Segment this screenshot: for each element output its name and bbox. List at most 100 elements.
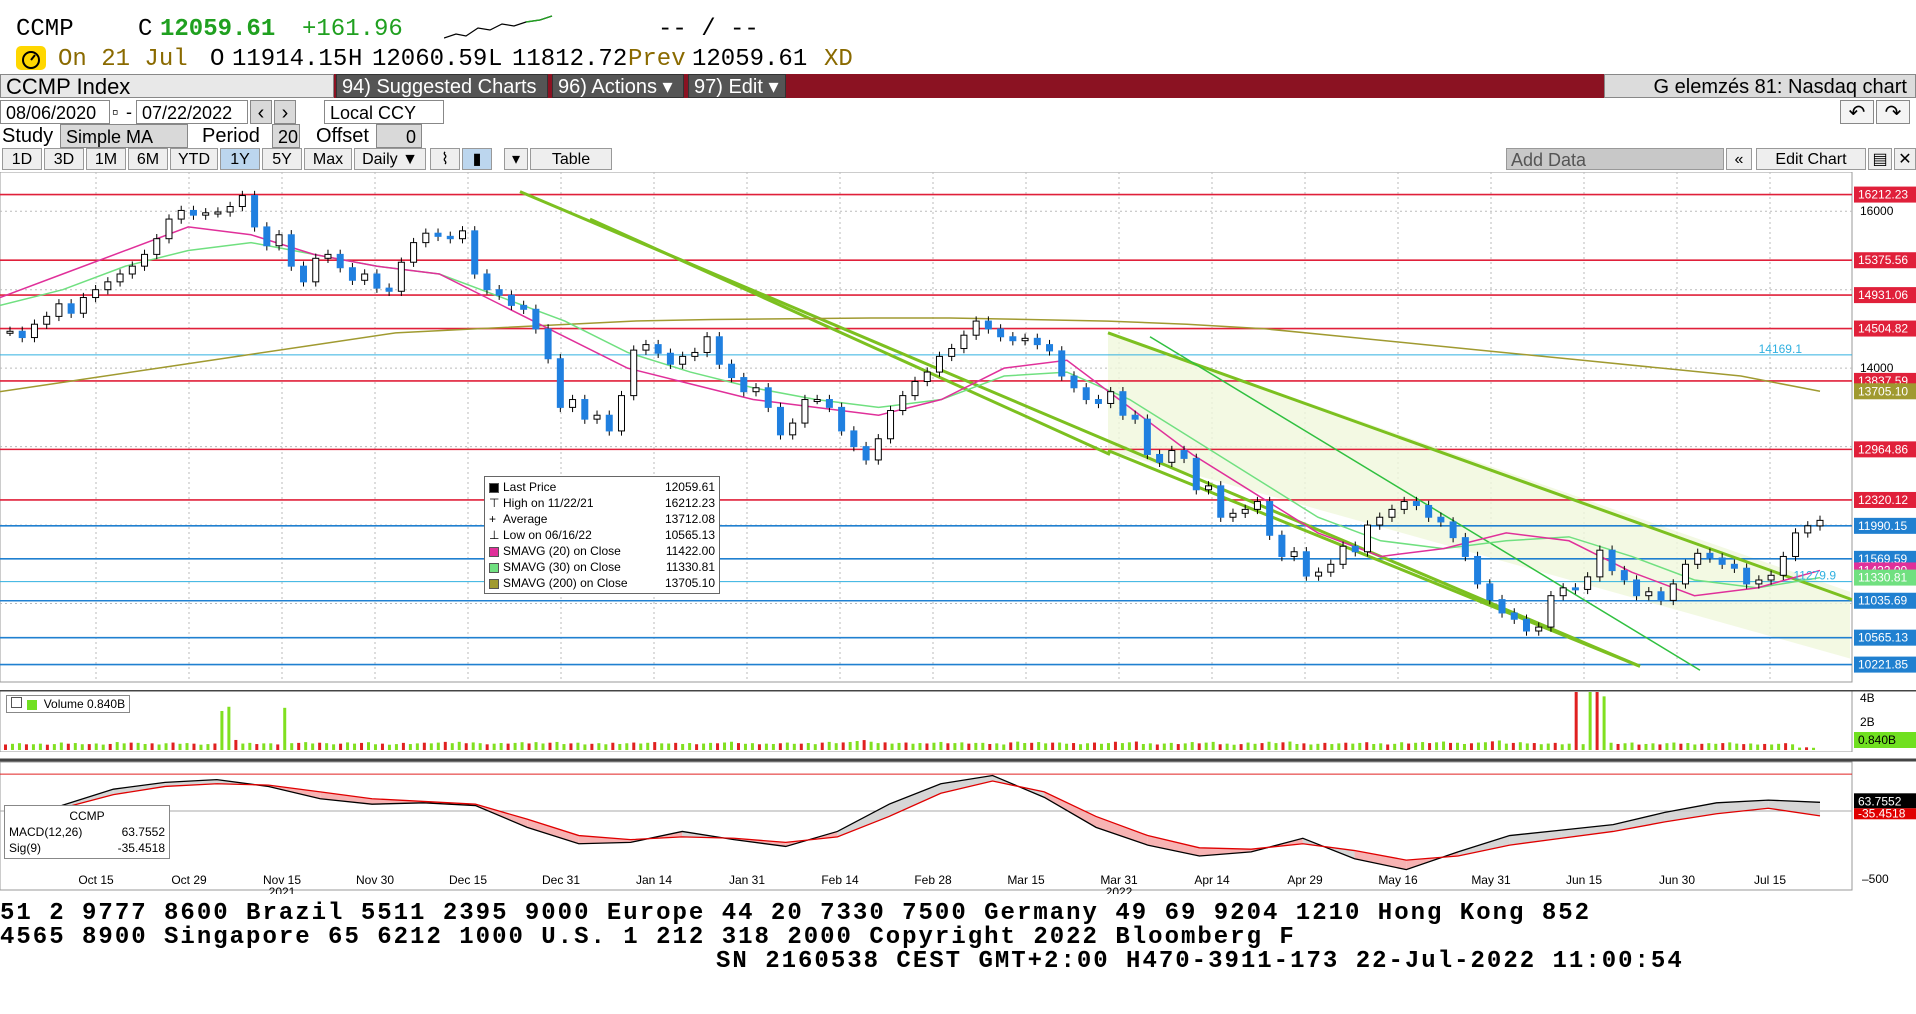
candle-body [1376,516,1384,526]
xd-flag: XD [824,46,853,73]
macd-fill [527,819,579,844]
edit-menu[interactable]: 97) Edit ▾ [688,74,786,98]
candle-body [1229,512,1237,518]
period-field[interactable]: 20 [272,124,300,148]
x-tick-label: Jul 15 [1754,873,1786,887]
price-label-text: 10565.13 [1858,631,1908,645]
volume-bar [422,742,426,750]
candle-body [666,352,674,365]
volume-bar [1602,696,1606,750]
table-button[interactable]: Table [530,148,612,170]
volume-bar [555,741,559,750]
study-select[interactable]: Simple MA [60,124,188,148]
suggested-charts-button[interactable]: 94) Suggested Charts [336,74,548,98]
candle-body [1278,534,1286,557]
range-3d[interactable]: 3D [44,148,84,170]
range-6m[interactable]: 6M [128,148,168,170]
candle-body [1620,570,1628,581]
currency-select[interactable]: Local CCY [324,100,444,124]
macd-fill [1716,800,1769,814]
volume-bar [1204,742,1208,750]
collapse-toggle-icon[interactable] [11,697,22,708]
end-date-field[interactable]: 07/22/2022 [136,100,248,124]
macd-fill [889,783,941,817]
redo-icon[interactable]: ↷ [1876,100,1910,124]
volume-bar [1588,692,1592,750]
legend-row: SMAVG (30) on Close 11330.81 [489,559,715,575]
x-tick-label: Dec 31 [542,873,580,887]
add-data-field[interactable]: Add Data [1506,148,1724,170]
candle-body [1388,508,1396,518]
ticker-line-1: 51 2 9777 8600 Brazil 5511 2395 9000 Eur… [0,900,1592,927]
x-tick-label: Oct 29 [171,873,207,887]
candle-chart-icon[interactable]: ▮ [462,148,492,170]
volume-bar [206,744,210,750]
candle-body [728,363,736,379]
range-5y[interactable]: 5Y [262,148,302,170]
candle-body [887,410,895,440]
frequency-select[interactable]: Daily ▼ [354,148,426,170]
volume-bar [304,742,308,750]
candle-body [1046,344,1054,352]
macd-last-label: 63.7552 [1858,794,1902,808]
legend-value: 63.7552 [121,825,165,839]
candle-body [1449,521,1457,539]
volume-bar [974,742,978,750]
volume-bar [876,743,880,750]
line-chart-icon[interactable]: ⌇ [430,148,460,170]
range-max[interactable]: Max [304,148,352,170]
candle-body [128,265,136,275]
volume-bar [813,744,817,750]
volume-bar [436,742,440,750]
legend-swatch [489,546,499,557]
chart-type-dropdown-icon[interactable]: ▾ [504,148,528,170]
candle-body [1266,501,1274,536]
volume-bar [38,743,42,750]
range-1d[interactable]: 1D [2,148,42,170]
volume-bar [583,744,587,750]
volume-bar [143,743,147,750]
edit-chart-button[interactable]: Edit Chart [1756,148,1866,170]
volume-bar [339,743,343,750]
x-tick-label: Apr 14 [1194,873,1230,887]
collapse-icon[interactable]: « [1726,148,1752,170]
macd-fill [1768,800,1820,816]
candle-body [1743,567,1751,585]
price-label-box: 14504.82 [1854,320,1916,337]
volume-bar [743,743,747,750]
undo-icon[interactable]: ↶ [1840,100,1874,124]
volume-bar [925,743,929,750]
volume-bar [87,744,91,750]
price-label-text: 16212.23 [1858,188,1908,202]
actions-menu[interactable]: 96) Actions ▾ [552,74,684,98]
volume-bar [394,744,398,750]
candle-body [911,380,919,397]
volume-bar [1302,743,1306,750]
volume-bar [548,742,552,750]
next-period-button[interactable]: › [274,100,296,124]
security-field[interactable]: CCMP Index [0,74,334,99]
chart-settings-icon[interactable]: ▤ [1868,148,1892,170]
volume-bar [653,742,657,750]
speedometer-icon[interactable] [16,46,46,70]
macd-fill [1509,830,1562,846]
candle-body [116,273,124,283]
candle-body [1645,591,1653,597]
macd-axis-label: –500 [1862,872,1889,886]
offset-field[interactable]: 0 [376,124,422,148]
range-ytd[interactable]: YTD [170,148,218,170]
start-date-field[interactable]: 08/06/2020 [0,100,110,124]
prev-period-button[interactable]: ‹ [250,100,272,124]
volume-axis-label: 2B [1860,715,1875,729]
close-icon[interactable]: ✕ [1894,148,1916,170]
open-value: 11914.15 [232,46,348,73]
x-tick-label: May 31 [1471,873,1511,887]
candle-body [1730,563,1738,569]
range-1y[interactable]: 1Y [220,148,260,170]
volume-bar [1574,692,1578,750]
range-1m[interactable]: 1M [86,148,126,170]
volume-bar [66,743,70,750]
candle-body [1535,626,1543,632]
volume-bar [1658,744,1662,750]
volume-bar [785,742,789,750]
